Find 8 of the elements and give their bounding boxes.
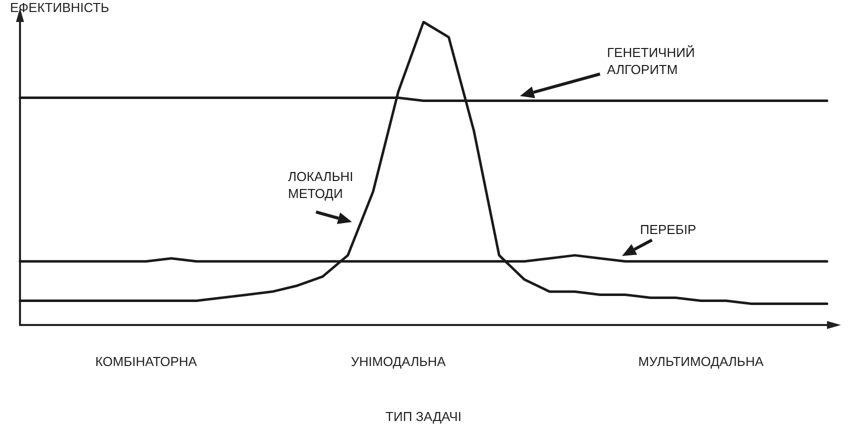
x-tick-label: КОМБІНАТОРНА	[95, 354, 198, 369]
x-tick-label: УНІМОДАЛЬНА	[350, 354, 446, 369]
series-label: ПЕРЕБІР	[640, 221, 698, 238]
x-axis-title: ТИП ЗАДАЧІ	[386, 409, 462, 424]
series-label: ЛОКАЛЬНІ МЕТОДИ	[288, 168, 354, 202]
series-label: ГЕНЕТИЧНИЙ АЛГОРИТМ	[607, 44, 696, 78]
y-axis-title: ЕФЕКТИВНІСТЬ	[10, 0, 110, 15]
x-tick-label: МУЛЬТИМОДАЛЬНА	[638, 354, 764, 369]
